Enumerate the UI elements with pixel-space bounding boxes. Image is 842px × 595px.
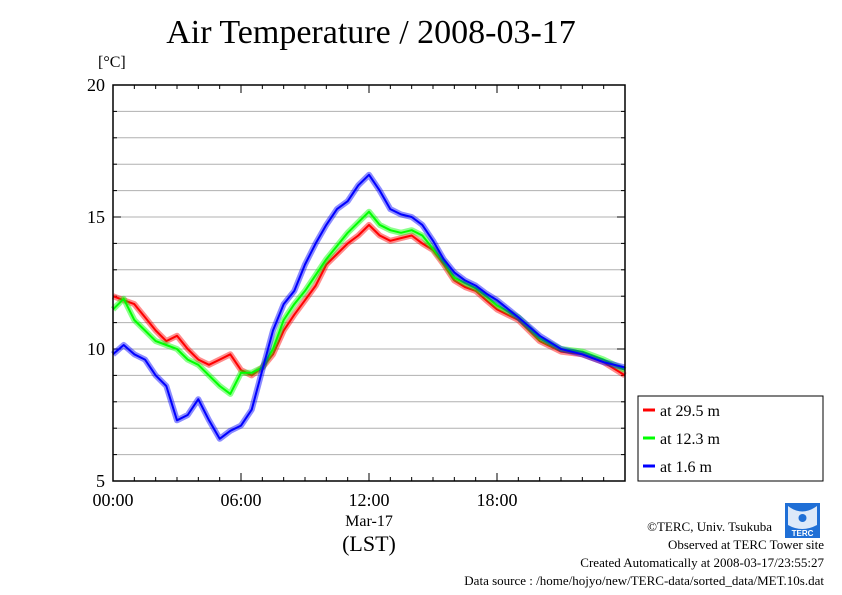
x-tick-label: 12:00 xyxy=(348,490,389,510)
y-axis-unit: [°C] xyxy=(98,54,126,71)
plot-frame xyxy=(112,84,626,482)
terc-logo: TERC xyxy=(785,503,820,538)
created-text: Created Automatically at 2008-03-17/23:5… xyxy=(580,555,824,570)
copyright-text: ©TERC, Univ. Tsukuba xyxy=(647,519,772,534)
legend-label: at 29.5 m xyxy=(660,403,721,420)
x-date-label: Mar-17 xyxy=(345,513,393,530)
series-line xyxy=(112,173,626,440)
y-tick-label: 20 xyxy=(87,75,105,95)
y-tick-label: 10 xyxy=(87,339,105,359)
series-line xyxy=(112,210,626,395)
chart-title: Air Temperature / 2008-03-17 xyxy=(166,14,576,51)
y-tick-label: 15 xyxy=(87,207,105,227)
series-line xyxy=(112,223,626,377)
source-text: Data source : /home/hojyo/new/TERC-data/… xyxy=(464,573,824,588)
legend-box xyxy=(637,395,824,482)
svg-text:TERC: TERC xyxy=(792,529,814,538)
x-axis-label: (LST) xyxy=(342,531,396,556)
x-tick-label: 06:00 xyxy=(220,490,261,510)
legend-label: at 1.6 m xyxy=(660,459,713,476)
x-tick-label: 00:00 xyxy=(92,490,133,510)
series-glow xyxy=(111,221,627,379)
site-text: Observed at TERC Tower site xyxy=(667,537,824,552)
y-tick-label: 5 xyxy=(96,471,105,491)
series-glow xyxy=(110,208,627,397)
legend-label: at 12.3 m xyxy=(660,431,721,448)
x-tick-label: 18:00 xyxy=(476,490,517,510)
